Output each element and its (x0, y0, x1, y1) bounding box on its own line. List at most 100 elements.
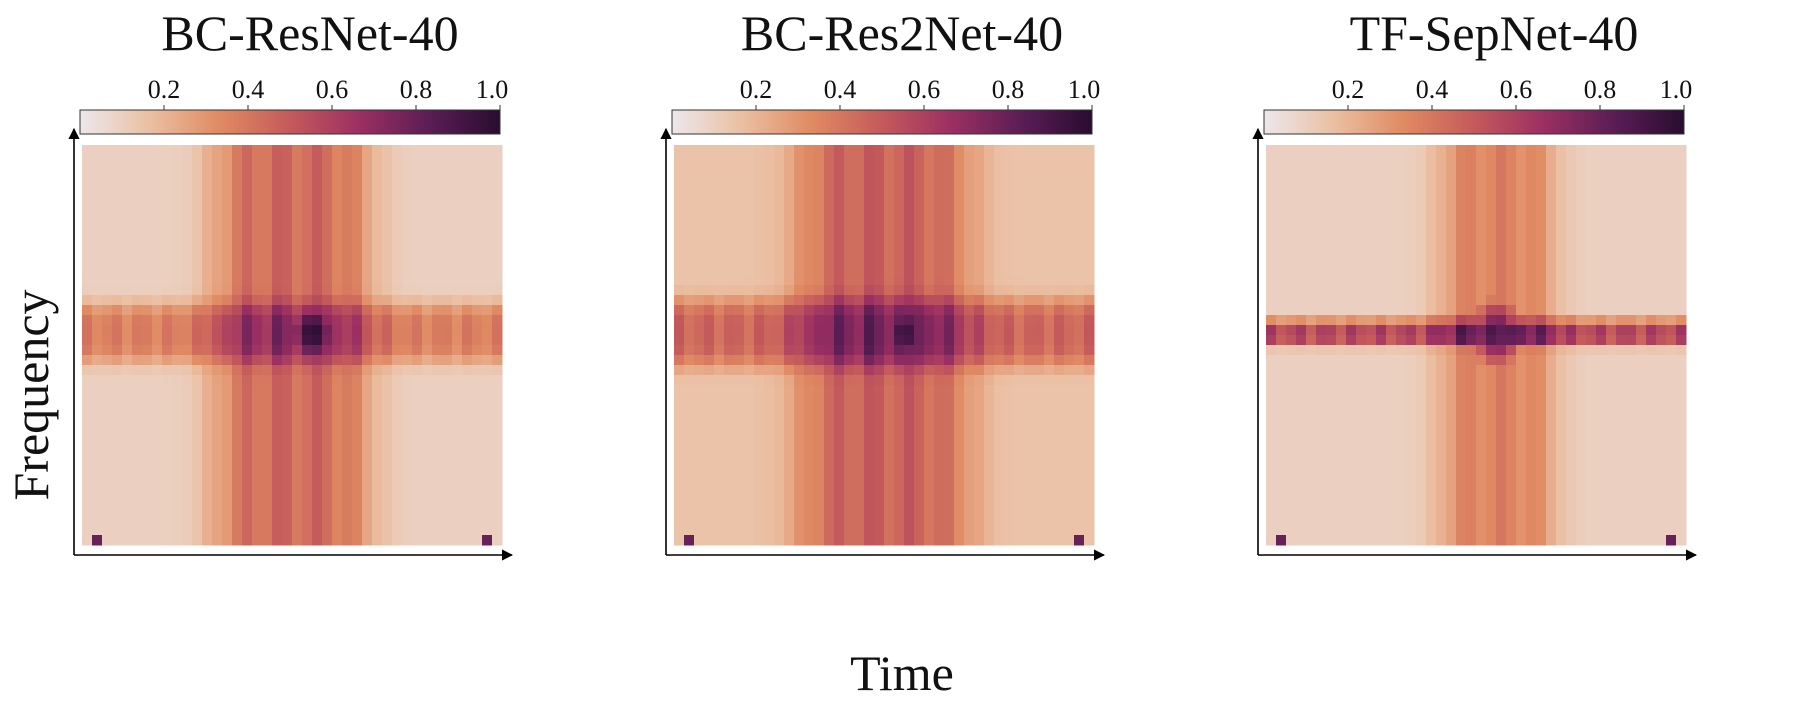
heatmap-cell (1526, 215, 1537, 226)
heatmap-cell (904, 205, 915, 216)
heatmap-cell (1436, 145, 1447, 156)
heatmap-cell (1586, 455, 1597, 466)
heatmap-cell (964, 195, 975, 206)
heatmap-cell (142, 205, 153, 216)
heatmap-cell (1286, 475, 1297, 486)
heatmap-cell (1576, 395, 1587, 406)
heatmap-cell (894, 395, 905, 406)
heatmap-cell (472, 155, 483, 166)
heatmap-cell (1326, 165, 1337, 176)
heatmap-cell (734, 175, 745, 186)
heatmap-cell (1366, 455, 1377, 466)
heatmap-cell (182, 155, 193, 166)
heatmap-cell (1326, 195, 1337, 206)
heatmap-cell (824, 255, 835, 266)
heatmap-cell (1656, 245, 1667, 256)
heatmap-cell (1566, 145, 1577, 156)
heatmap-cell (1516, 365, 1527, 376)
heatmap-cell (714, 245, 725, 256)
heatmap-cell (1034, 375, 1045, 386)
heatmap-cell (1376, 235, 1387, 246)
heatmap-cell (152, 305, 163, 316)
heatmap-cell (172, 345, 183, 356)
heatmap-cell (482, 275, 493, 286)
heatmap-cell (252, 355, 263, 366)
heatmap-cell (1034, 325, 1045, 336)
heatmap-cell (102, 465, 113, 476)
heatmap-cell (1546, 415, 1557, 426)
heatmap-cell (402, 375, 413, 386)
heatmap-cell (332, 255, 343, 266)
heatmap-cell (1336, 235, 1347, 246)
heatmap-cell (894, 405, 905, 416)
heatmap-cell (252, 365, 263, 376)
heatmap-cell (1566, 155, 1577, 166)
heatmap-cell (282, 395, 293, 406)
heatmap-cell (82, 395, 93, 406)
heatmap-cell (804, 515, 815, 526)
heatmap-cell (934, 185, 945, 196)
heatmap-cell (1436, 275, 1447, 286)
heatmap-cell (352, 175, 363, 186)
heatmap-cell (212, 515, 223, 526)
heatmap-cell (1666, 205, 1677, 216)
heatmap-cell (1516, 285, 1527, 296)
heatmap-cell (152, 295, 163, 306)
heatmap-cell (1666, 365, 1677, 376)
heatmap-cell (1646, 215, 1657, 226)
heatmap-cell (864, 475, 875, 486)
heatmap-cell (1044, 405, 1055, 416)
heatmap-cell (302, 345, 313, 356)
heatmap-cell (352, 265, 363, 276)
heatmap-cell (1576, 515, 1587, 526)
heatmap-cell (382, 405, 393, 416)
heatmap-cell (1526, 395, 1537, 406)
heatmap-cell (874, 255, 885, 266)
heatmap-cell (894, 335, 905, 346)
heatmap-cell (834, 375, 845, 386)
heatmap-cell (1396, 425, 1407, 436)
heatmap-cell (834, 245, 845, 256)
heatmap-cell (994, 245, 1005, 256)
heatmap-cell (1346, 455, 1357, 466)
heatmap-cell (1044, 395, 1055, 406)
heatmap-cell (1044, 465, 1055, 476)
heatmap-cell (744, 275, 755, 286)
heatmap-cell (352, 325, 363, 336)
heatmap-cell (734, 535, 745, 546)
heatmap-cell (1486, 475, 1497, 486)
heatmap-cell (904, 445, 915, 456)
heatmap-cell (814, 335, 825, 346)
heatmap-cell (1476, 455, 1487, 466)
heatmap-cell (1356, 205, 1367, 216)
heatmap-cell (984, 315, 995, 326)
heatmap-cell (1044, 375, 1055, 386)
heatmap-cell (1366, 515, 1377, 526)
heatmap-cell (924, 415, 935, 426)
heatmap-cell (222, 275, 233, 286)
heatmap-cell (1034, 535, 1045, 546)
heatmap-cell (694, 275, 705, 286)
heatmap-cell (1024, 185, 1035, 196)
heatmap-cell (774, 255, 785, 266)
heatmap-cell (252, 305, 263, 316)
heatmap-cell (984, 285, 995, 296)
heatmap-cell (1666, 195, 1677, 206)
heatmap-cell (152, 405, 163, 416)
heatmap-cell (704, 155, 715, 166)
heatmap-cell (944, 195, 955, 206)
heatmap-cell (854, 245, 865, 256)
heatmap-cell (754, 325, 765, 336)
heatmap-cell (492, 535, 503, 546)
heatmap-cell (934, 395, 945, 406)
heatmap-cell (1004, 155, 1015, 166)
heatmap-cell (754, 465, 765, 476)
heatmap-cell (804, 385, 815, 396)
heatmap-cell (704, 285, 715, 296)
heatmap-cell (824, 225, 835, 236)
heatmap-cell (1566, 405, 1577, 416)
heatmap-cell (1636, 275, 1647, 286)
heatmap-cell (1286, 165, 1297, 176)
heatmap-cell (1666, 185, 1677, 196)
heatmap-cell (362, 435, 373, 446)
